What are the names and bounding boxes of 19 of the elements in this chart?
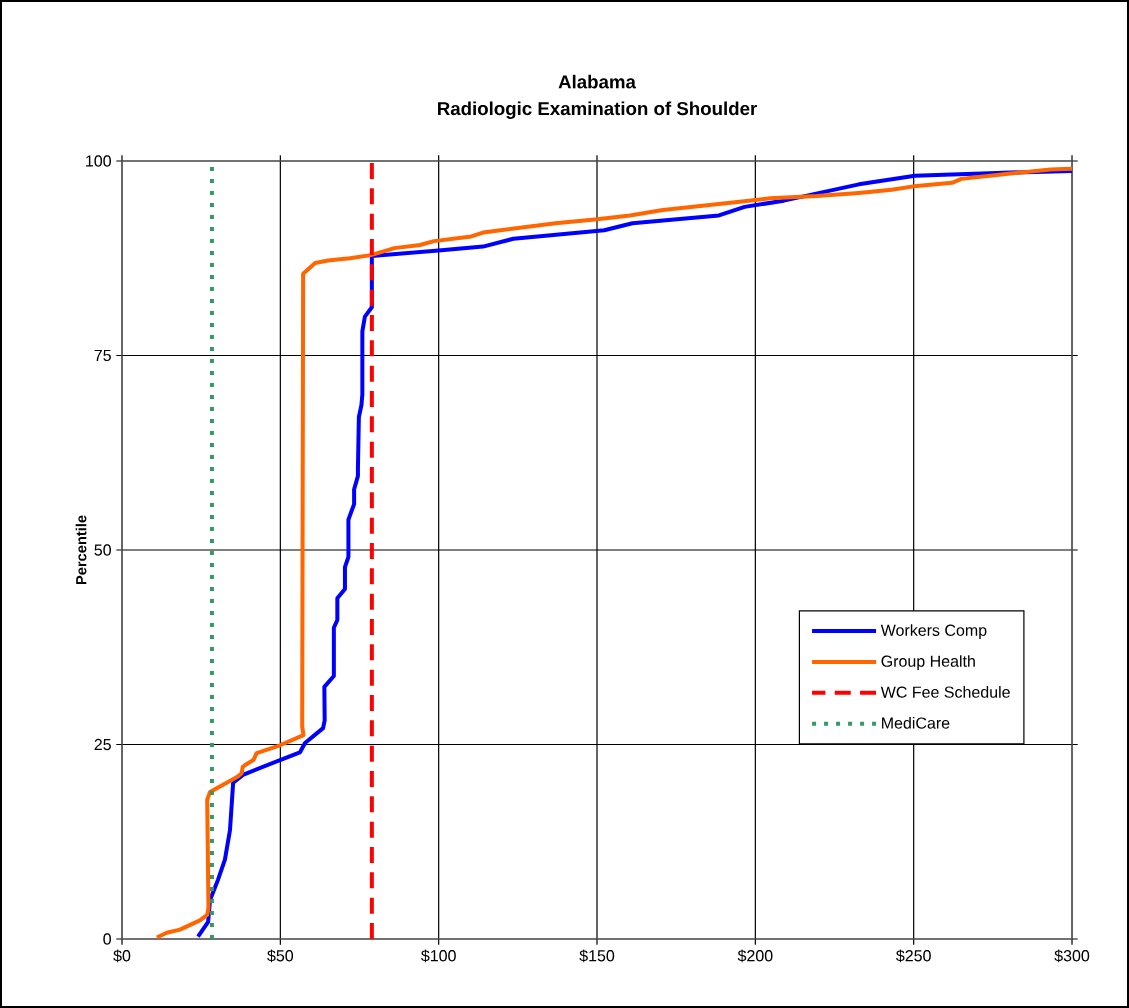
y-tick-label: 50	[94, 544, 111, 556]
x-tick-label: $250	[896, 949, 931, 963]
legend-label: WC Fee Schedule	[880, 686, 1010, 698]
x-tick-label: $50	[267, 949, 294, 963]
y-tick-label: 75	[94, 349, 111, 362]
y-axis-title: Percentile	[75, 515, 87, 585]
x-tick-label: $100	[421, 949, 456, 963]
legend-label: Workers Comp	[880, 624, 987, 640]
y-tick-label: 0	[103, 933, 111, 945]
x-tick-label: $0	[113, 949, 131, 963]
legend-label: Group Health	[881, 655, 975, 671]
chart-subtitle: Radiologic Examination of Shoulder	[438, 101, 757, 119]
x-tick-label: $150	[579, 949, 615, 963]
x-tick-label: $200	[737, 949, 773, 963]
chart-title: Alabama	[558, 74, 637, 89]
legend-label: MediCare	[882, 716, 950, 729]
y-tick-label: 25	[94, 738, 111, 751]
y-tick-label: 100	[86, 155, 111, 167]
x-tick-label: $300	[1054, 949, 1090, 963]
